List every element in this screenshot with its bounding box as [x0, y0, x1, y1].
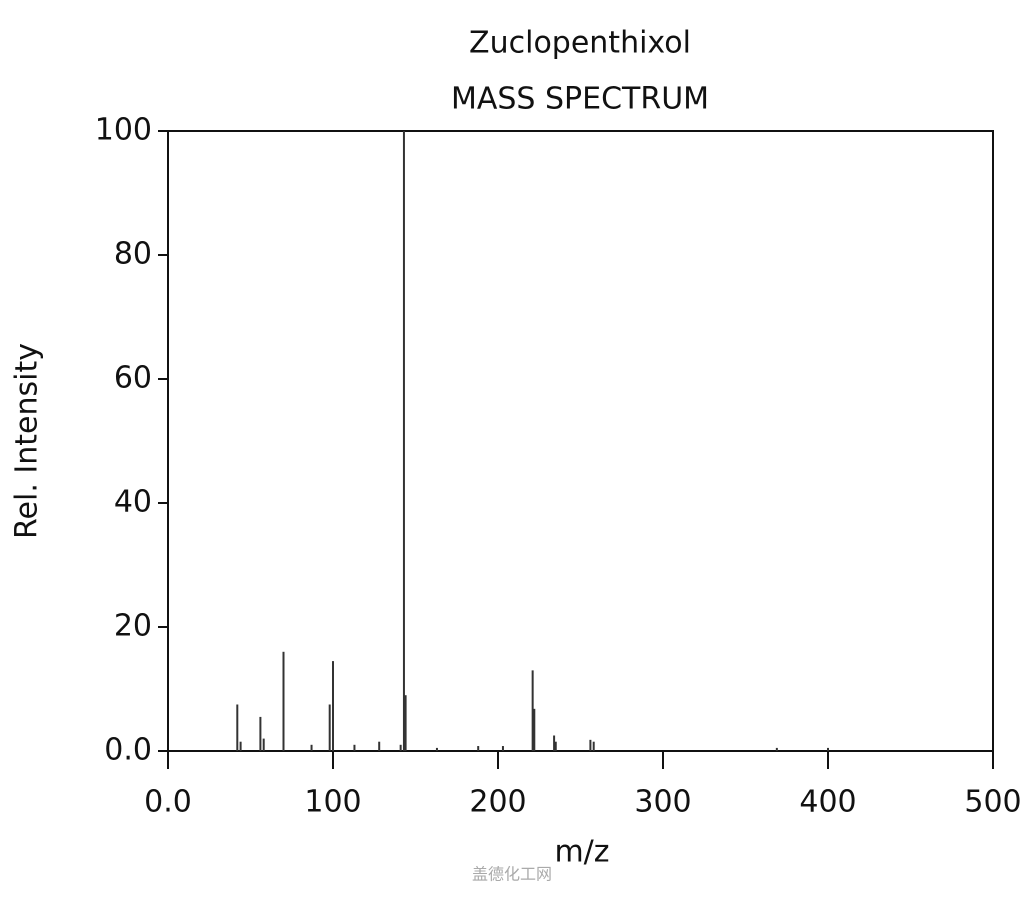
x-tick-label: 500: [964, 785, 1021, 820]
x-axis-label: m/z: [554, 835, 609, 870]
y-tick-label: 80: [114, 237, 152, 272]
plot-frame: [167, 130, 994, 752]
x-tick-label: 300: [634, 785, 691, 820]
x-tick-label: 0.0: [144, 785, 192, 820]
watermark: 盖德化工网: [472, 865, 552, 884]
x-tick-label: 100: [304, 785, 361, 820]
x-tick-label: 400: [799, 785, 856, 820]
chart-subtitle: MASS SPECTRUM: [451, 82, 709, 117]
y-tick-label: 100: [95, 113, 152, 148]
y-tick-label: 60: [114, 361, 152, 396]
y-tick-label: 40: [114, 485, 152, 520]
chart-title: Zuclopenthixol: [469, 26, 691, 61]
y-tick-label: 20: [114, 609, 152, 644]
x-tick-label: 200: [469, 785, 526, 820]
y-tick-label: 0.0: [104, 733, 152, 768]
y-axis-label: Rel. Intensity: [10, 343, 45, 539]
